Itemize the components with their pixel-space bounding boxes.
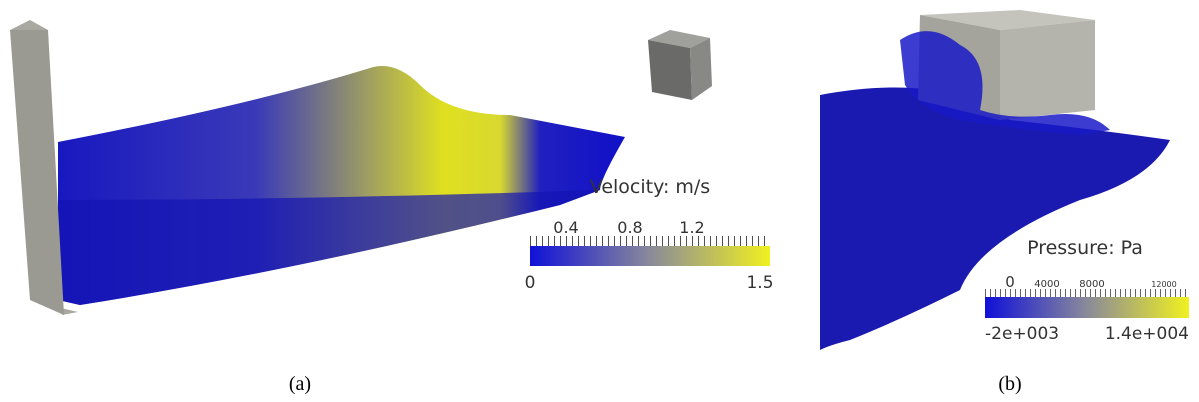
cube-front xyxy=(690,38,712,100)
colorbar-tick-label: 0.4 xyxy=(553,218,578,237)
colorbar-title: Velocity: m/s xyxy=(590,176,710,198)
colorbar xyxy=(530,246,770,266)
colorbar-tick-label: 1.2 xyxy=(679,218,704,237)
colorbar-tick-label: 8000 xyxy=(1079,279,1104,290)
colorbar xyxy=(985,297,1189,318)
colorbar-tick-label: 12000 xyxy=(1151,280,1176,289)
water-front xyxy=(58,190,600,305)
colorbar-tick-label: 4000 xyxy=(1034,279,1059,290)
colorbar-minor-ticks xyxy=(985,289,1189,297)
panel-a: Velocity: m/s 0.4 0.8 1.2 0 1.5 (a) xyxy=(10,20,774,395)
cube-side xyxy=(648,40,692,100)
colorbar-min: 0 xyxy=(525,273,536,293)
caption: (a) xyxy=(289,373,311,395)
figure: Velocity: m/s 0.4 0.8 1.2 0 1.5 (a) Pres… xyxy=(0,0,1199,402)
colorbar-tick-label: 0.8 xyxy=(617,218,642,237)
page: Velocity: m/s 0.4 0.8 1.2 0 1.5 (a) Pres… xyxy=(0,0,1199,402)
cube-front xyxy=(1000,20,1095,120)
wall-face xyxy=(10,30,64,315)
caption: (b) xyxy=(998,373,1021,395)
colorbar-max: 1.5 xyxy=(746,273,773,293)
colorbar-tick-label: 0 xyxy=(1005,273,1015,291)
colorbar-max: 1.4e+004 xyxy=(1105,324,1189,344)
colorbar-min: -2e+003 xyxy=(985,324,1059,344)
panel-b: Pressure: Pa 0 4000 8000 12000 -2e+003 1… xyxy=(820,10,1189,395)
colorbar-title: Pressure: Pa xyxy=(1027,237,1143,259)
colorbar-minor-ticks xyxy=(530,236,770,246)
